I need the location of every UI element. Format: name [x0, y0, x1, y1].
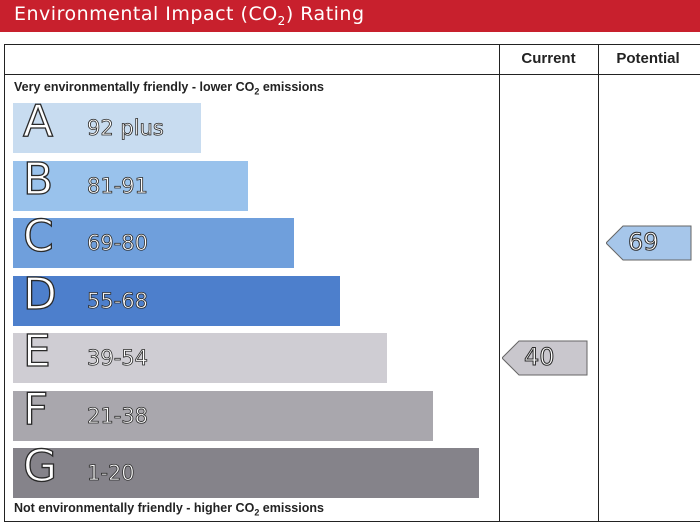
band-range-label: 39-54 — [87, 346, 149, 371]
band-range-label: 92 plus — [87, 116, 165, 141]
band-range-label: 69-80 — [87, 231, 149, 256]
top-caption: Very environmentally friendly - lower CO… — [14, 80, 324, 97]
current-arrow-shape — [502, 340, 588, 376]
band-d: D 55-68 — [13, 268, 340, 326]
band-e: E 39-54 — [13, 326, 387, 383]
column-divider-potential — [598, 45, 599, 521]
rating-panel: Current Potential Very environmentally f… — [4, 44, 700, 522]
current-rating-value: 40 — [524, 343, 556, 372]
column-divider-current — [499, 45, 500, 521]
header-row-divider — [5, 74, 700, 75]
band-c: C 69-80 — [13, 211, 294, 268]
potential-rating-value: 69 — [628, 228, 660, 257]
potential-column-header: Potential — [616, 50, 680, 67]
potential-rating-arrow: 69 — [606, 225, 692, 261]
band-f: F 21-38 — [13, 383, 433, 441]
band-letter: D — [22, 268, 57, 320]
band-letter: F — [22, 383, 49, 435]
bottom-caption: Not environmentally friendly - higher CO… — [14, 501, 324, 518]
band-letter: B — [22, 153, 54, 205]
current-column-header: Current — [521, 50, 576, 67]
band-letter: G — [22, 441, 58, 492]
band-a: A 92 plus — [13, 96, 201, 153]
band-range-label: 55-68 — [87, 288, 149, 313]
band-letter: E — [22, 326, 51, 377]
band-range-label: 1-20 — [87, 461, 135, 486]
band-g: G 1-20 — [13, 441, 479, 498]
potential-arrow-shape — [606, 225, 692, 261]
header-bar: Environmental Impact (CO2) Rating — [0, 0, 700, 32]
band-letter: A — [22, 96, 54, 147]
band-range-label: 81-91 — [87, 173, 149, 198]
band-b: B 81-91 — [13, 153, 248, 211]
band-range-label: 21-38 — [87, 403, 149, 428]
band-letter: C — [22, 211, 54, 262]
page-title: Environmental Impact (CO2) Rating — [14, 3, 365, 28]
current-rating-arrow: 40 — [502, 340, 588, 376]
